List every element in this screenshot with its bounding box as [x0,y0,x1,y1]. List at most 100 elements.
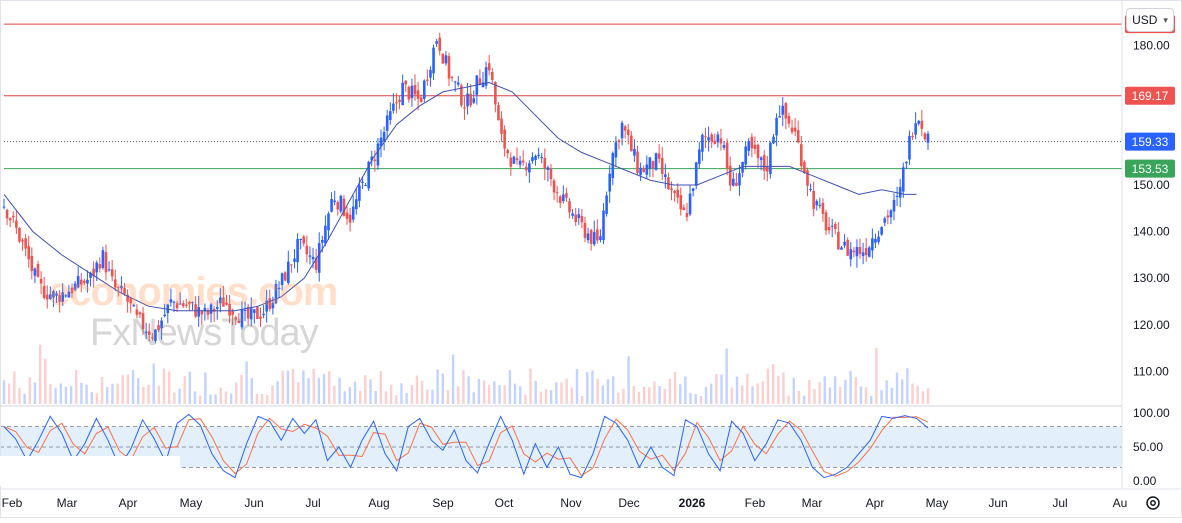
volume-bar [539,391,543,404]
candle-body [667,177,670,190]
oscillator-tick: 0.00 [1133,474,1157,488]
volume-bar [498,385,501,404]
volume-bar [75,370,78,404]
candle-body [487,63,491,71]
currency-selector[interactable]: USD ▾ [1126,8,1174,32]
candle-body [120,285,123,289]
candle-body [806,170,809,186]
candle-body [157,325,160,331]
candle-body [716,134,720,143]
volume-bar [565,378,568,404]
candle-body [472,98,476,103]
volume-bar [715,373,718,404]
candle-body [920,120,924,129]
candle-body [135,309,139,315]
candle-body [503,129,506,149]
candle-body [98,264,102,269]
volume-bar [668,378,672,404]
time-axis: Feb Mar Apr May Jun Jul Aug Sep Oct Nov Dec 2026 Feb… [2,496,1128,510]
gear-icon[interactable] [1143,493,1163,513]
volume-bar [80,382,83,404]
candle-body [589,229,593,244]
time-tick: Nov [560,496,581,510]
candle-body [704,136,707,138]
time-tick: Oct [495,496,514,510]
volume-bar [864,387,868,404]
candle-body [432,47,435,74]
candle-body [101,250,105,268]
candle-body [534,155,537,160]
candle-body [880,226,883,235]
candle-body [565,193,568,198]
volume-bar [519,386,522,404]
candle-body [898,187,902,198]
candle-body [512,156,516,164]
volume-bar [694,394,697,404]
level-badge [1125,159,1175,178]
candle-body [651,161,655,169]
candle-body [528,163,531,173]
volume-bar [885,380,888,404]
volume-bar [379,370,383,404]
candle-body [132,305,136,307]
candle-body [518,160,522,165]
candle-body [490,72,494,81]
volume-bar [420,380,424,404]
volume-bar [49,384,52,404]
candle-body [645,164,649,175]
volume-bar [85,384,88,404]
volume-bar [95,393,99,404]
volume-bar [162,368,166,404]
candle-body [11,215,15,218]
candle-body [750,136,754,149]
candle-body [219,297,222,304]
volume-bar [740,385,744,404]
candle-body [280,273,284,286]
volume-bar [167,371,171,404]
time-tick: Jul [305,496,320,510]
time-tick: Sep [432,496,454,510]
candle-body [852,250,856,253]
candle-body [796,130,800,143]
candle-body [500,118,503,134]
candle-body [160,320,163,329]
volume-bar [503,385,506,404]
candle-body [460,85,463,106]
candle-body [772,136,775,144]
candle-body [73,283,77,290]
candle-body [398,99,401,103]
candle-body [660,158,664,175]
candle-body [521,160,525,163]
volume-bar [13,371,16,404]
volume-bar [622,388,625,404]
candle-body [243,310,247,312]
candle-body [799,144,803,167]
level-badge [1125,86,1175,105]
volume-bar [38,344,42,404]
candle-body [583,222,587,238]
candle-body [453,81,457,83]
candle-body [209,304,213,314]
volume-bar [441,373,444,404]
candle-body [596,229,599,241]
oscillator-axis: 100.00 50.00 0.00 [1133,406,1170,488]
candle-body [290,264,293,266]
volume-bar [353,381,357,404]
candle-body [370,156,374,161]
volume-bar [106,386,109,404]
volume-bar [147,384,150,404]
price-tick: 110.00 [1133,364,1169,378]
candle-body [302,236,306,244]
volume-bar [606,379,610,404]
candle-body [228,303,231,316]
candle-body [871,238,874,251]
candle-body [592,232,596,245]
candle-body [185,304,188,306]
volume-bar [64,386,68,404]
candle-body [348,214,352,223]
candle-body [914,123,917,135]
candle-body [911,135,914,138]
volume-bar [358,390,362,404]
candle-body [537,154,540,156]
